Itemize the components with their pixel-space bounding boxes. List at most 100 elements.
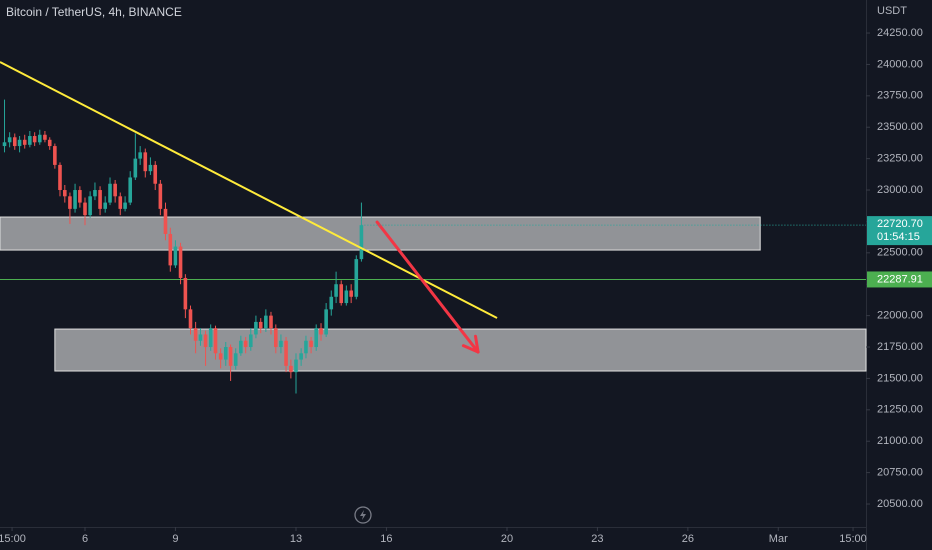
candle-body xyxy=(339,284,344,304)
candle-body xyxy=(123,202,127,209)
candle-body xyxy=(213,328,218,354)
horizontal-line-box xyxy=(867,271,932,288)
candle-body xyxy=(103,202,107,209)
horizontal-line-label: 22287.91 xyxy=(877,273,923,285)
y-tick-label: 22000.00 xyxy=(877,310,923,322)
candle-body xyxy=(12,137,17,147)
y-tick-label: 23500.00 xyxy=(877,121,923,133)
y-tick-label: 20500.00 xyxy=(877,498,923,510)
candle-body xyxy=(344,290,349,304)
candle-body xyxy=(168,233,173,266)
arrow-line xyxy=(375,220,480,354)
x-tick-label: 26 xyxy=(682,533,694,545)
candle-body xyxy=(198,334,203,341)
candle-body xyxy=(148,164,153,172)
candle-body xyxy=(143,152,148,172)
candle-body xyxy=(128,177,133,203)
candle-body xyxy=(279,340,283,348)
candle-body xyxy=(258,321,263,329)
candle-body xyxy=(118,196,123,209)
candle-body xyxy=(314,328,318,348)
y-tick-label: 20750.00 xyxy=(877,467,923,479)
candle-body xyxy=(289,365,293,373)
candle-body xyxy=(63,190,67,197)
countdown-label: 01:54:15 xyxy=(877,231,920,243)
candle-body xyxy=(153,164,158,184)
y-tick-label: 23000.00 xyxy=(877,184,923,196)
chart-title: Bitcoin / TetherUS, 4h, BINANCE xyxy=(6,5,182,19)
candle-body xyxy=(138,152,142,159)
candle-body xyxy=(37,134,42,143)
x-tick-label: 23 xyxy=(591,533,603,545)
candle-body xyxy=(178,246,183,278)
candle-body xyxy=(299,353,303,360)
x-tick-label: 6 xyxy=(82,533,88,545)
candle-body xyxy=(239,340,243,354)
candle-body xyxy=(354,259,359,297)
candle-body xyxy=(269,315,273,329)
y-tick-label: 21500.00 xyxy=(877,372,923,384)
candle-body xyxy=(349,290,353,297)
candle-body xyxy=(133,158,138,178)
y-tick-label: 21750.00 xyxy=(877,341,923,353)
candle-body xyxy=(163,208,168,234)
candle-body xyxy=(284,340,288,366)
candle-body xyxy=(93,190,97,197)
candle-body xyxy=(254,321,258,335)
x-tick-label: 16 xyxy=(380,533,392,545)
y-tick-label: 23250.00 xyxy=(877,153,923,165)
x-tick-label: 13 xyxy=(290,533,302,545)
candle-body xyxy=(294,359,298,373)
y-tick-label: 21000.00 xyxy=(877,435,923,447)
candle-body xyxy=(173,246,178,266)
candle-body xyxy=(359,225,364,260)
zone xyxy=(54,328,867,372)
candle-body xyxy=(218,353,223,360)
arrow-head xyxy=(461,334,480,354)
candle-body xyxy=(83,202,87,216)
candle-body xyxy=(17,139,22,147)
candle-body xyxy=(28,136,32,145)
y-tick-label: 21250.00 xyxy=(877,404,923,416)
candle-body xyxy=(43,134,47,140)
y-tick-label: 23750.00 xyxy=(877,90,923,102)
x-tick-label: 15:00 xyxy=(839,533,867,545)
y-tick-label: 22500.00 xyxy=(877,247,923,259)
y-tick-label: 24000.00 xyxy=(877,58,923,70)
candle-body xyxy=(304,340,308,354)
candle-body xyxy=(248,334,253,348)
candle-body xyxy=(203,334,208,348)
lightning-icon[interactable] xyxy=(354,506,372,524)
y-axis-label: USDT xyxy=(877,5,907,17)
candle-body xyxy=(88,196,92,216)
candle-body xyxy=(243,340,248,348)
candle-body xyxy=(158,183,163,209)
candle-body xyxy=(193,328,198,341)
candle-body xyxy=(108,183,112,203)
candle-body xyxy=(2,142,7,147)
candle-body xyxy=(329,296,334,310)
x-tick-label: 20 xyxy=(501,533,513,545)
candle-body xyxy=(78,190,82,203)
candle-body xyxy=(47,139,52,147)
candle-body xyxy=(188,309,193,329)
candle-body xyxy=(22,139,27,145)
candle-body xyxy=(73,190,77,209)
candle-body xyxy=(309,340,313,348)
candle-body xyxy=(334,284,338,297)
last-price-label: 22720.70 xyxy=(877,218,923,230)
candle-body xyxy=(264,315,268,329)
candle-body xyxy=(324,309,328,335)
y-tick-label: 24250.00 xyxy=(877,27,923,39)
candle-body xyxy=(32,136,37,143)
candle-body xyxy=(223,347,228,360)
zone xyxy=(0,216,761,251)
candle-body xyxy=(68,196,72,209)
candle-body xyxy=(274,328,278,348)
x-tick-label: 9 xyxy=(172,533,178,545)
candle-body xyxy=(98,190,102,209)
candle-body xyxy=(58,164,62,191)
trend-line xyxy=(0,61,498,319)
